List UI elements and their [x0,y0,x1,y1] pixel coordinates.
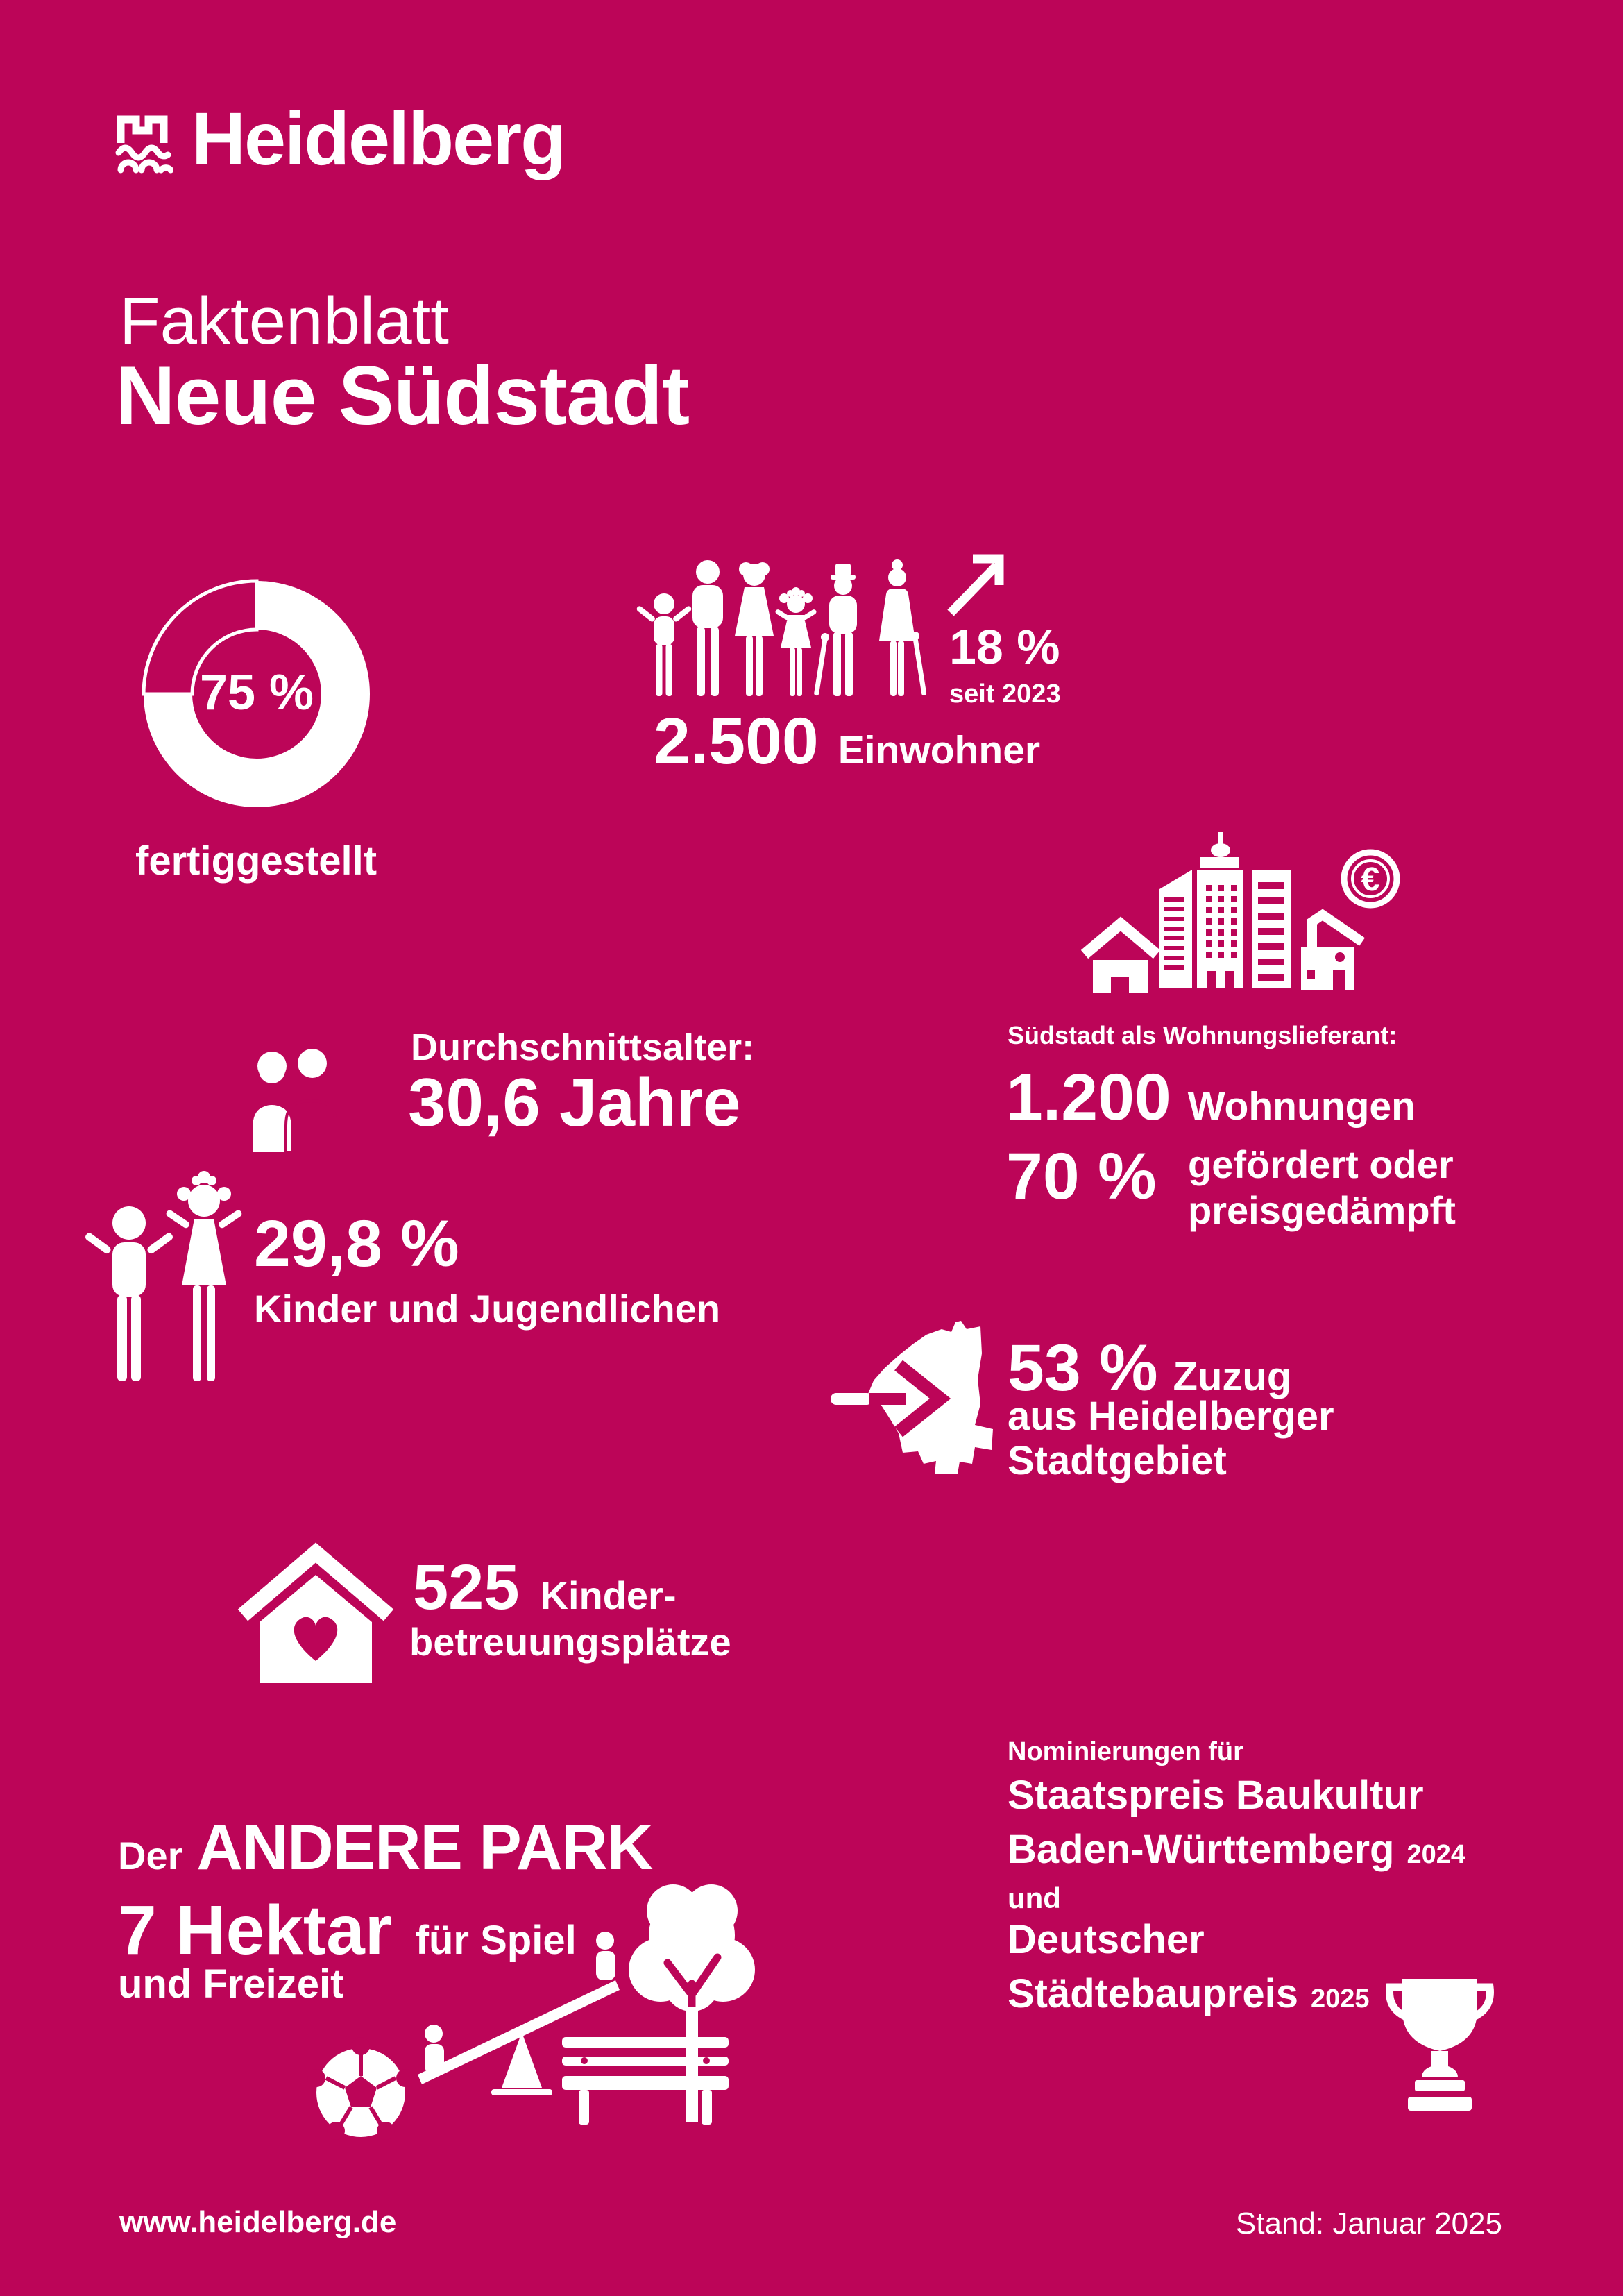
completion-donut-chart [142,579,370,807]
park-bench-icon [562,2037,729,2125]
child-boy-icon [636,593,692,696]
average-age-value: 30,6 Jahre [408,1064,741,1140]
awards-heading: Nominierungen für [1008,1737,1243,1766]
housing-share-value: 70 % [1006,1140,1157,1213]
park-area-row: 7 Hektar für Spiel [118,1896,577,1965]
housing-units-value: 1.200 [1006,1061,1171,1134]
youth-label: Kinder und Jugendlichen [254,1287,721,1331]
housing-share-label-line2: preisgedämpft [1188,1188,1456,1232]
tree-icon [629,1884,755,2122]
logo-wordmark: Heidelberg [192,96,566,180]
population-count-row: 2.500 Einwohner [654,709,1040,775]
couple-icon [253,1049,337,1152]
girl-icon [775,587,817,696]
footer-website: www.heidelberg.de [119,2205,397,2239]
boy-icon [85,1206,173,1381]
woman-icon [735,562,774,696]
park-prefix: Der [118,1834,183,1877]
girl-with-pigtails-icon [166,1171,242,1381]
influx-value: 53 % [1008,1331,1158,1405]
influx-value-row: 53 % Zuzug [1008,1335,1291,1401]
award2-line2-row: Städtebaupreis 2025 [1008,1974,1370,2014]
skyscraper-icon [1197,832,1243,988]
heidelberg-castle-waves-icon [115,115,173,174]
housing-units-row: 1.200 Wohnungen [1006,1065,1416,1131]
population-growth-since: seit 2023 [949,679,1061,709]
influx-line2: aus Heidelberger [1008,1394,1334,1439]
page-title: Neue Südstadt [115,349,690,442]
children-icons [85,1171,242,1381]
footer-date-note: Stand: Januar 2025 [1235,2206,1502,2240]
family-icons [636,559,927,696]
childcare-label-line1: Kinder- [540,1573,677,1617]
housing-share-label-line1: gefördert oder [1188,1142,1454,1186]
trophy-icon [1386,1979,1494,2111]
park-area-value: 7 Hektar [118,1891,392,1969]
gabled-house-icon [1301,909,1365,990]
youth-value: 29,8 % [254,1207,459,1281]
housing-skyline-icon: € [1080,832,1400,993]
childcare-label-line2: betreuungsplätze [409,1620,731,1664]
elderly-woman-icon [879,559,927,696]
park-area-label: für Spiel [415,1918,577,1963]
population-growth-value: 18 % [949,620,1060,674]
tower-block-icon [1159,870,1192,988]
seesaw-icon [418,1932,620,2095]
euro-coin-icon: € [1341,849,1400,909]
population-count-label: Einwohner [838,728,1041,773]
influx-value-label: Zuzug [1173,1354,1292,1399]
award2-line1: Deutscher [1008,1917,1205,1962]
housing-units-label: Wohnungen [1187,1084,1416,1129]
completion-label: fertiggestellt [135,838,377,884]
house-with-heart-icon [237,1542,394,1683]
small-house-icon [1080,916,1161,993]
award2-year: 2025 [1311,1984,1370,2014]
euro-symbol: € [1361,861,1380,898]
award1-year: 2024 [1407,1840,1466,1869]
awards-connector: und [1008,1882,1061,1914]
population-count: 2.500 [654,704,819,778]
award1-line2-row: Baden-Württemberg 2024 [1008,1830,1465,1870]
influx-line3: Stadtgebiet [1008,1438,1227,1483]
growth-arrow-icon [947,554,1004,616]
housing-heading: Südstadt als Wohnungslieferant: [1008,1021,1397,1049]
completion-value: 75 % [199,665,314,720]
man-icon [692,560,723,696]
average-age-label: Durchschnittsalter: [411,1027,755,1068]
award2-line2: Städtebaupreis [1008,1971,1298,2016]
title-kicker: Faktenblatt [119,284,449,358]
city-map-arrow-icon [831,1321,993,1474]
childcare-value: 525 [413,1552,520,1623]
park-name: ANDERE PARK [196,1812,653,1883]
soccer-ball-icon [307,2037,414,2140]
award1-line2: Baden-Württemberg [1008,1827,1395,1872]
park-icons [307,1884,755,2140]
park-area-label2: und Freizeit [118,1961,344,2007]
childcare-row: 525 Kinder- [413,1555,677,1619]
park-title-row: Der ANDERE PARK [118,1812,653,1883]
apartment-tower-icon [1252,870,1291,988]
award1-line1: Staatspreis Baukultur [1008,1773,1424,1818]
elderly-man-icon [814,564,857,696]
